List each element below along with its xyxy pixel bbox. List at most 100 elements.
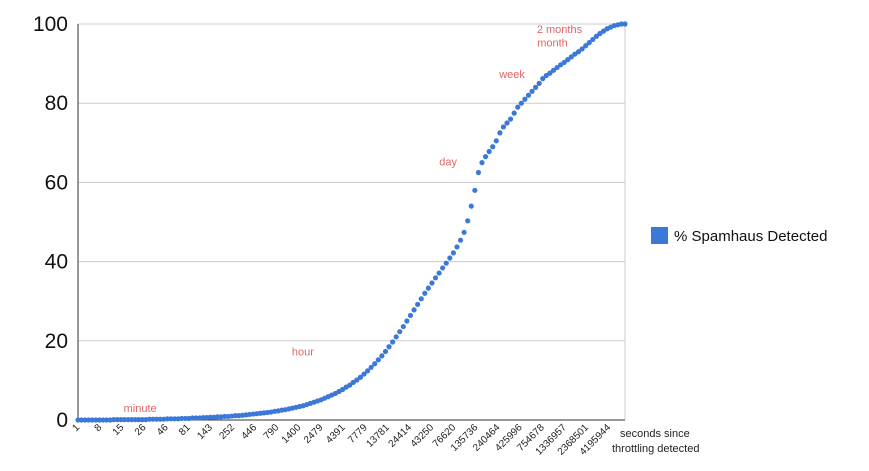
annotation-minute: minute: [124, 403, 157, 415]
x-tick-label: 252: [217, 422, 237, 442]
data-point: [500, 124, 507, 130]
data-point: [447, 255, 453, 261]
x-tick-label: 46: [155, 422, 171, 438]
x-axis-title: seconds since throttling detected: [612, 428, 699, 455]
x-tick-label: 1: [70, 422, 82, 434]
annotation-month: month: [537, 38, 568, 50]
data-point: [482, 154, 489, 160]
data-point: [75, 417, 81, 423]
data-point: [533, 84, 539, 90]
data-point: [354, 377, 360, 383]
data-point: [472, 187, 478, 193]
data-point: [347, 382, 353, 388]
data-point: [164, 416, 170, 422]
data-point: [121, 417, 128, 423]
data-point: [461, 229, 467, 235]
data-point: [622, 21, 628, 27]
data-point: [82, 417, 88, 423]
data-point: [390, 339, 396, 345]
data-point: [540, 76, 546, 82]
data-point: [440, 265, 446, 271]
y-tick-label: 0: [56, 409, 68, 432]
data-point: [511, 110, 517, 116]
data-point: [129, 417, 135, 423]
data-point: [168, 416, 174, 422]
x-tick-label: 43250: [409, 422, 437, 450]
data-point: [404, 318, 410, 324]
x-tick-labels: 1 8 15 26 46 81 143 252 446 790140024794391777913…: [70, 422, 613, 458]
data-point: [78, 417, 85, 423]
data-point: [429, 280, 435, 286]
data-point: [407, 312, 414, 319]
data-point: [171, 416, 178, 422]
data-point: [432, 275, 439, 281]
data-point: [561, 59, 567, 66]
data-point: [547, 70, 553, 76]
data-point: [357, 374, 364, 380]
annotation-hour: hour: [292, 347, 314, 359]
data-point: [207, 414, 213, 420]
data-point: [468, 203, 474, 209]
legend-swatch: [651, 227, 668, 244]
x-tick-label: 81: [177, 422, 193, 438]
x-tick-label: 2479: [302, 422, 326, 446]
axes: [77, 24, 625, 421]
annotation-2-months: 2 months: [537, 24, 583, 36]
legend: % Spamhaus Detected: [651, 227, 827, 245]
annotation-week: week: [498, 69, 525, 81]
x-axis-title-line-2: throttling detected: [612, 443, 699, 455]
x-tick-label: 1400: [280, 422, 304, 446]
data-point: [93, 417, 99, 423]
data-point: [515, 104, 521, 110]
data-point: [157, 416, 163, 422]
x-tick-label: 15: [111, 422, 127, 438]
data-point: [490, 144, 496, 150]
data-point: [86, 417, 92, 423]
data-point: [136, 417, 142, 423]
x-tick-label: 4391: [324, 422, 348, 446]
data-point: [497, 130, 503, 136]
data-point: [189, 415, 196, 421]
data-point: [554, 64, 560, 71]
data-point: [375, 357, 381, 363]
data-point: [479, 160, 485, 166]
data-point: [154, 416, 160, 422]
data-point: [475, 169, 482, 176]
data-point: [568, 54, 574, 60]
data-point: [443, 260, 449, 266]
data-point: [104, 417, 110, 423]
data-point: [379, 353, 385, 359]
data-point: [372, 361, 378, 367]
data-point: [465, 218, 471, 224]
x-tick-label: 13781: [364, 422, 392, 450]
x-tick-label: 8: [93, 422, 105, 434]
data-point: [125, 417, 131, 423]
data-point: [565, 57, 571, 63]
data-point: [393, 334, 399, 340]
data-point: [182, 415, 188, 422]
data-point: [150, 416, 156, 422]
data-point: [486, 148, 492, 155]
data-point: [368, 364, 374, 370]
data-point: [400, 323, 406, 330]
data-point: [593, 33, 599, 39]
data-point: [450, 250, 456, 256]
data-point: [504, 120, 510, 126]
data-point: [411, 307, 417, 313]
data-point: [96, 417, 103, 423]
y-tick-label: 20: [45, 330, 68, 353]
data-point: [111, 417, 117, 423]
data-point: [536, 80, 542, 86]
data-point: [518, 100, 524, 106]
data-point: [579, 46, 585, 52]
data-point: [422, 290, 428, 296]
data-point: [132, 417, 138, 423]
data-point: [146, 416, 153, 422]
data-point: [100, 417, 106, 423]
data-point: [457, 237, 464, 243]
data-point: [364, 368, 371, 374]
data-point: [436, 270, 442, 276]
data-point: [586, 40, 592, 46]
data-point: [507, 116, 514, 122]
